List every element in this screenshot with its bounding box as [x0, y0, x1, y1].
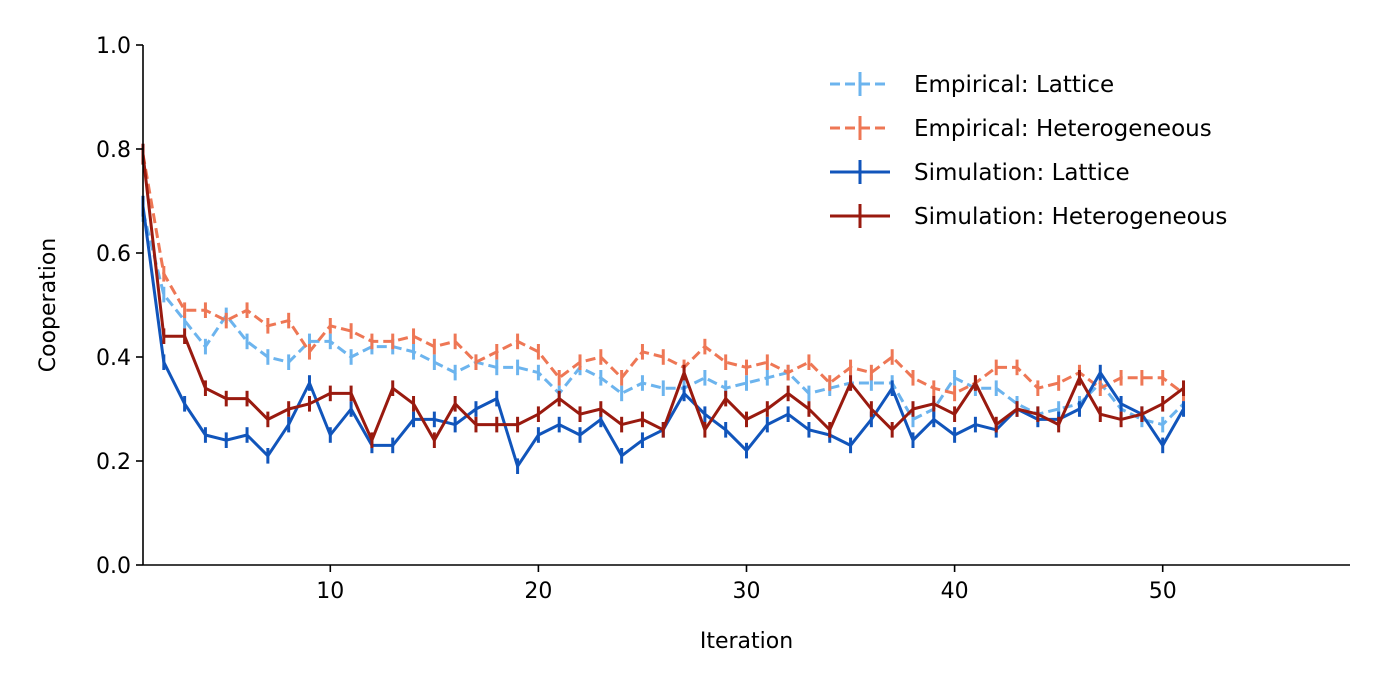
legend-label: Simulation: Heterogeneous [914, 204, 1227, 230]
x-tick-label: 30 [733, 579, 761, 604]
legend-label: Empirical: Lattice [914, 72, 1114, 98]
x-axis-label: Iteration [700, 629, 793, 654]
y-tick-label: 0.2 [96, 450, 131, 475]
series-line [141, 211, 1185, 427]
x-tick-label: 50 [1149, 579, 1177, 604]
legend-label: Empirical: Heterogeneous [914, 116, 1212, 142]
y-tick-label: 0.4 [96, 346, 131, 371]
series-1 [141, 201, 1186, 433]
plot-series [141, 143, 1186, 474]
y-tick-label: 0.6 [96, 242, 131, 267]
legend: Empirical: Lattice Empirical: Heterogeneo… [830, 72, 1227, 230]
series-2 [141, 143, 1186, 402]
legend-entry-3: Simulation: Lattice [830, 160, 1130, 186]
y-tick-label: 0.0 [96, 554, 131, 579]
y-axis-label: Cooperation [36, 238, 61, 372]
legend-entry-4: Simulation: Heterogeneous [830, 204, 1227, 230]
legend-label: Simulation: Lattice [914, 160, 1130, 186]
y-tick-label: 1.0 [96, 34, 131, 59]
y-tick-label: 0.8 [96, 138, 131, 163]
series-4 [141, 143, 1186, 448]
legend-entry-1: Empirical: Lattice [830, 72, 1114, 98]
legend-entry-2: Empirical: Heterogeneous [830, 116, 1212, 142]
axes: 10 20 30 40 50 0.0 0.2 0.4 0.6 0.8 1.0 Iteration Coo… [36, 34, 1350, 654]
series-line [141, 154, 1185, 442]
x-tick-label: 20 [524, 579, 552, 604]
x-tick-label: 40 [941, 579, 969, 604]
x-tick-label: 10 [316, 579, 344, 604]
